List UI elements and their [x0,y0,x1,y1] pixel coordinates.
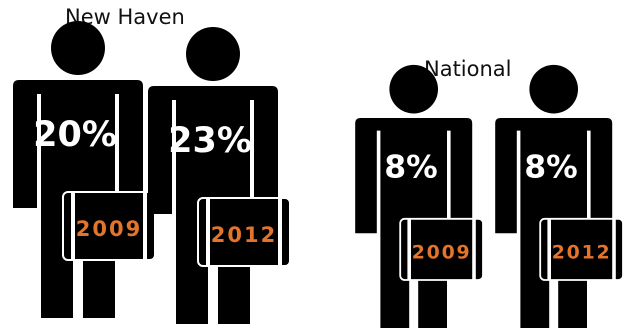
figure-1-0: 8% 2009 [355,64,484,328]
briefcase-strap-left [71,192,75,260]
figure-0-1: 23% 2012 [148,27,291,324]
head-icon [51,21,105,75]
percent-label: 23% [168,121,252,161]
year-label: 2009 [412,241,472,263]
briefcase-strap-left [206,198,210,266]
figure-1-1: 8% 2012 [495,64,624,328]
briefcase-strap-right [143,192,147,260]
group-title-national: National [424,57,512,81]
percent-label: 8% [524,149,577,185]
year-label: 2009 [76,217,142,241]
head-icon [389,64,438,114]
head-icon [529,64,578,114]
briefcase-strap-left [407,218,411,280]
year-label: 2012 [552,241,612,263]
briefcase-icon [62,191,156,261]
percent-label: 8% [384,149,437,185]
briefcase-strap-right [472,218,476,280]
briefcase-strap-right [612,218,616,280]
briefcase-strap-right [278,198,282,266]
percent-label: 20% [33,115,117,155]
briefcase-icon [197,197,291,267]
briefcase-icon [539,217,624,281]
year-label: 2012 [211,223,277,247]
briefcase-strap-left [547,218,551,280]
figure-0-0: 20% 2009 [13,21,156,318]
briefcase-icon [399,217,484,281]
head-icon [186,27,240,81]
